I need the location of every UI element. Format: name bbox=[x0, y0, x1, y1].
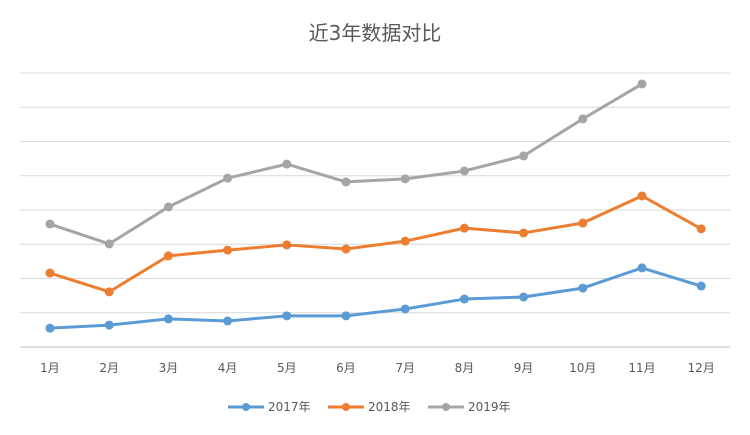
legend-label: 2019年 bbox=[468, 400, 511, 414]
chart-title: 近3年数据对比 bbox=[309, 21, 442, 45]
data-point bbox=[341, 311, 351, 321]
data-point bbox=[104, 320, 114, 330]
data-point bbox=[696, 281, 706, 291]
data-point bbox=[578, 218, 588, 228]
legend: 2017年 2018年 2019年 bbox=[228, 400, 511, 414]
series-line bbox=[49, 266, 702, 330]
series-2018年 bbox=[45, 191, 706, 297]
legend-label: 2018年 bbox=[368, 400, 411, 414]
data-point bbox=[341, 244, 351, 254]
legend-marker-icon bbox=[242, 403, 250, 411]
data-point bbox=[400, 174, 410, 184]
data-point bbox=[45, 219, 55, 229]
data-point bbox=[223, 316, 233, 326]
data-point bbox=[282, 159, 292, 169]
series-2017年 bbox=[45, 263, 706, 333]
data-point bbox=[578, 114, 588, 124]
data-point bbox=[45, 323, 55, 333]
x-tick-label: 7月 bbox=[395, 361, 415, 375]
data-point bbox=[282, 311, 292, 321]
x-tick-label: 12月 bbox=[688, 361, 715, 375]
data-point bbox=[400, 304, 410, 314]
data-point bbox=[459, 294, 469, 304]
gridlines bbox=[20, 72, 730, 348]
data-point bbox=[163, 251, 173, 261]
x-axis-ticks: 1月 2月 3月 4月 5月 6月 7月 8月 9月 10月 11月 12月 bbox=[40, 361, 715, 375]
data-point bbox=[400, 236, 410, 246]
x-tick-label: 11月 bbox=[628, 361, 655, 375]
x-tick-label: 8月 bbox=[455, 361, 475, 375]
legend-item: 2017年 bbox=[228, 400, 311, 414]
data-point bbox=[223, 173, 233, 183]
data-point bbox=[104, 239, 114, 249]
data-point bbox=[519, 151, 529, 161]
data-point bbox=[104, 287, 114, 297]
data-point bbox=[459, 166, 469, 176]
data-point bbox=[45, 268, 55, 278]
data-point bbox=[637, 79, 647, 89]
data-point bbox=[223, 245, 233, 255]
x-tick-label: 4月 bbox=[218, 361, 238, 375]
x-tick-label: 1月 bbox=[40, 361, 60, 375]
legend-marker-icon bbox=[342, 403, 350, 411]
x-tick-label: 9月 bbox=[514, 361, 534, 375]
data-point bbox=[341, 177, 351, 187]
data-point bbox=[163, 314, 173, 324]
data-point bbox=[282, 240, 292, 250]
data-point bbox=[519, 292, 529, 302]
series-line bbox=[49, 194, 702, 294]
x-tick-label: 2月 bbox=[99, 361, 119, 375]
data-point bbox=[578, 283, 588, 293]
legend-label: 2017年 bbox=[268, 400, 311, 414]
legend-item: 2018年 bbox=[328, 400, 411, 414]
data-point bbox=[519, 228, 529, 238]
legend-item: 2019年 bbox=[428, 400, 511, 414]
data-point bbox=[163, 202, 173, 212]
data-point bbox=[637, 191, 647, 201]
x-tick-label: 10月 bbox=[569, 361, 596, 375]
legend-marker-icon bbox=[442, 403, 450, 411]
series-line bbox=[49, 82, 643, 246]
x-tick-label: 3月 bbox=[159, 361, 179, 375]
x-tick-label: 6月 bbox=[336, 361, 356, 375]
data-point bbox=[637, 263, 647, 273]
series-2019年 bbox=[45, 79, 647, 249]
data-point bbox=[696, 224, 706, 234]
data-point bbox=[459, 223, 469, 233]
series-lines bbox=[45, 79, 706, 333]
x-tick-label: 5月 bbox=[277, 361, 297, 375]
